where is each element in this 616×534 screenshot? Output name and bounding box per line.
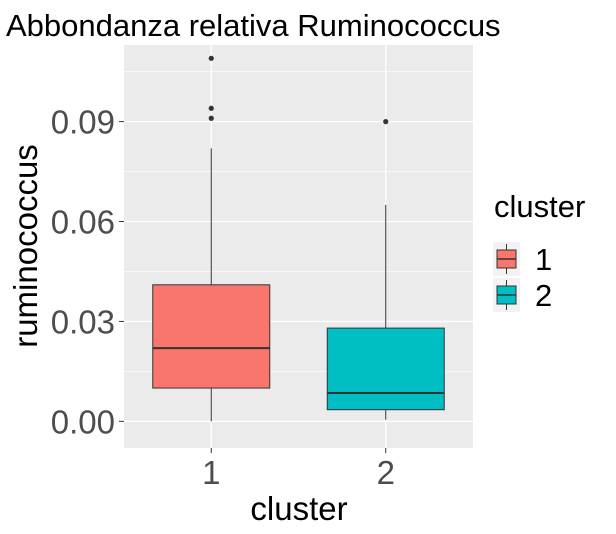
x-tick-label: 1: [202, 454, 220, 491]
legend-entry-2: 2: [493, 278, 552, 313]
y-tick-label: 0.03: [51, 303, 115, 340]
x-axis-title: cluster: [250, 490, 347, 527]
outlier-point: [208, 105, 214, 111]
y-axis-title: ruminococcus: [7, 144, 44, 348]
legend-entry-1: 1: [493, 242, 552, 277]
legend-label: 2: [535, 278, 552, 313]
box-cluster-1: [152, 55, 271, 422]
x-tick-label: 2: [377, 454, 395, 491]
y-tick-label: 0.09: [51, 104, 115, 141]
y-tick-label: 0.00: [51, 403, 115, 440]
legend-label: 1: [535, 242, 552, 277]
outlier-point: [208, 55, 214, 61]
outlier-point: [208, 115, 214, 121]
outlier-point: [383, 119, 389, 125]
chart-title: Abbondanza relativa Ruminococcus: [6, 8, 501, 43]
legend: cluster 12: [493, 189, 585, 313]
y-axis: 0.00 0.03 0.06 0.09: [51, 104, 124, 440]
box-iqr: [152, 284, 271, 389]
y-tick-label: 0.06: [51, 204, 115, 241]
box-series: [152, 55, 445, 422]
box-cluster-2: [326, 119, 445, 420]
box-iqr: [326, 327, 445, 411]
legend-title: cluster: [494, 189, 585, 224]
